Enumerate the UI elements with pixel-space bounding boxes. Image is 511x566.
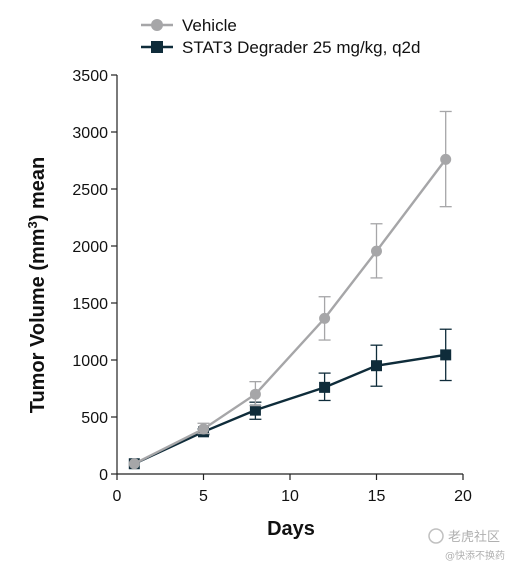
watermark: 老虎社区 @快添不换药: [428, 528, 505, 562]
x-tick-label: 5: [199, 488, 208, 505]
legend-marker: [151, 19, 163, 31]
watermark-logo-icon: [428, 528, 444, 544]
data-point: [440, 153, 452, 165]
legend-label: STAT3 Degrader 25 mg/kg, q2d: [182, 38, 420, 57]
y-axis-title-main: Tumor Volume (mm: [27, 228, 49, 413]
data-point: [371, 360, 382, 372]
data-point: [249, 388, 261, 400]
data-point: [128, 458, 140, 470]
watermark-title: 老虎社区: [448, 529, 500, 545]
data-point: [198, 423, 209, 435]
data-point: [249, 404, 261, 416]
y-tick-label: 0: [99, 467, 108, 484]
x-tick-label: 20: [454, 488, 472, 505]
series-stat3-degrader: [128, 328, 452, 470]
y-tick-label: 1000: [72, 353, 108, 370]
y-tick-label: 500: [81, 410, 108, 427]
data-point: [371, 245, 382, 257]
watermark-handle: @快添不换药: [445, 549, 505, 562]
x-tick-label: 0: [113, 488, 122, 505]
data-point: [440, 349, 452, 361]
legend: Vehicle STAT3 Degrader 25 mg/kg, q2d: [141, 16, 420, 57]
y-tick-label: 2500: [72, 182, 108, 199]
y-tick-label: 1500: [72, 296, 108, 313]
x-tick-label: 15: [368, 488, 386, 505]
y-axis-title: Tumor Volume (mm3) mean: [25, 157, 49, 414]
series-line: [133, 353, 446, 465]
x-tick-label: 10: [281, 488, 299, 505]
x-axis-title: Days: [267, 518, 315, 540]
y-axis-title-sup: 3: [25, 221, 40, 228]
legend-item: Vehicle: [141, 16, 237, 35]
data-point: [319, 312, 331, 324]
y-tick-label: 2000: [72, 239, 108, 256]
legend-label: Vehicle: [182, 16, 237, 35]
plot-area: [128, 110, 452, 470]
legend-marker: [151, 41, 163, 53]
axes: 0 500 1000 1500 2000 2500 3000 3500 0 5 10 15 20: [72, 68, 472, 505]
y-tick-label: 3500: [72, 68, 108, 85]
y-axis-title-tail: ) mean: [27, 157, 49, 221]
legend-item: STAT3 Degrader 25 mg/kg, q2d: [141, 38, 420, 57]
series-vehicle: [128, 110, 452, 470]
series-line: [133, 158, 447, 465]
data-point: [319, 381, 331, 393]
y-tick-label: 3000: [72, 125, 108, 142]
